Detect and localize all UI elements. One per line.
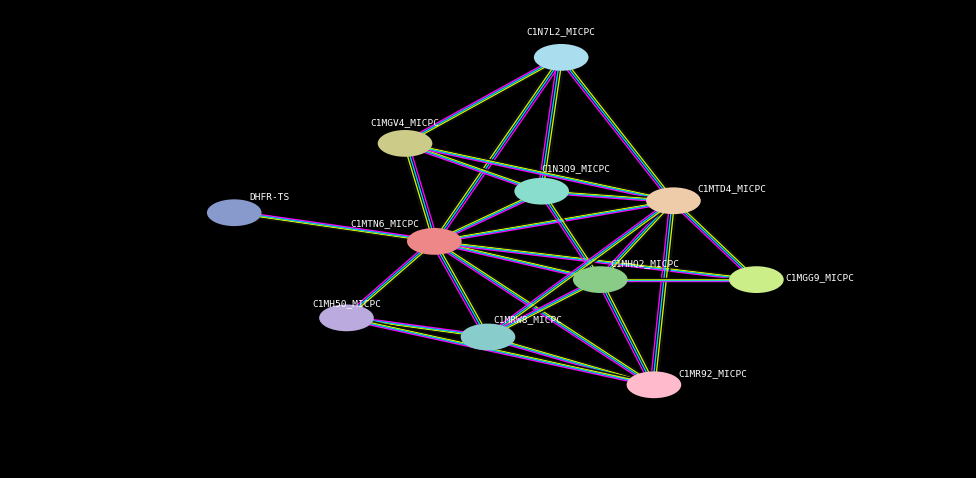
Text: DHFR-TS: DHFR-TS <box>249 193 289 202</box>
Circle shape <box>319 304 374 331</box>
Circle shape <box>378 130 432 157</box>
Circle shape <box>407 228 462 255</box>
Circle shape <box>207 199 262 226</box>
Text: C1MRW8_MICPC: C1MRW8_MICPC <box>493 315 562 324</box>
Circle shape <box>461 324 515 350</box>
Text: C1MHQ2_MICPC: C1MHQ2_MICPC <box>610 259 679 268</box>
Text: C1N7L2_MICPC: C1N7L2_MICPC <box>527 27 595 36</box>
Text: C1MTD4_MICPC: C1MTD4_MICPC <box>698 185 767 193</box>
Text: C1N3Q9_MICPC: C1N3Q9_MICPC <box>542 164 611 173</box>
Text: C1MTN6_MICPC: C1MTN6_MICPC <box>350 219 420 228</box>
Circle shape <box>573 266 628 293</box>
Circle shape <box>729 266 784 293</box>
Text: C1MR92_MICPC: C1MR92_MICPC <box>678 369 748 378</box>
Circle shape <box>627 371 681 398</box>
Circle shape <box>514 178 569 205</box>
Text: C1MGV4_MICPC: C1MGV4_MICPC <box>371 118 439 127</box>
Circle shape <box>534 44 589 71</box>
Text: C1MH50_MICPC: C1MH50_MICPC <box>312 299 382 308</box>
Circle shape <box>646 187 701 214</box>
Text: C1MGG9_MICPC: C1MGG9_MICPC <box>786 273 855 282</box>
